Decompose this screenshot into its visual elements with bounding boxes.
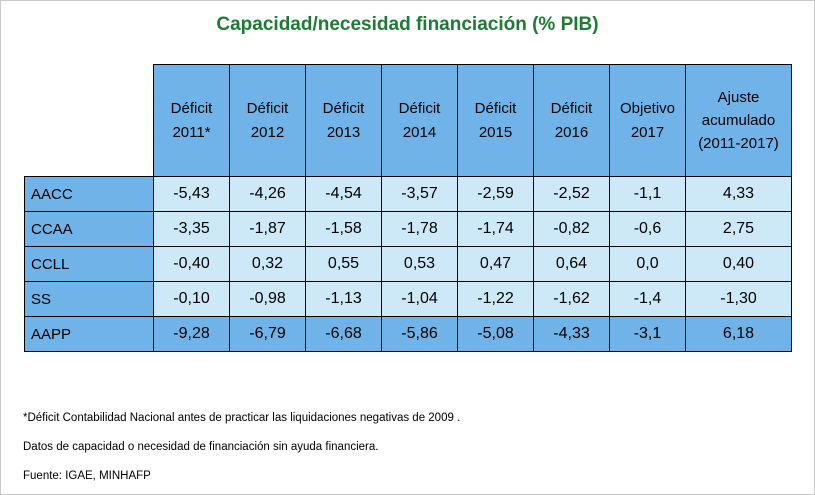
value-cell: -3,35 [153, 211, 230, 247]
value-cell: -1,78 [381, 211, 458, 247]
value-cell: -1,04 [381, 281, 458, 317]
header-cell-deficit-2015: Déficit 2015 [457, 64, 534, 177]
value-cell: -2,59 [457, 176, 534, 212]
value-cell: 6,18 [685, 316, 792, 352]
row-label: SS [24, 281, 154, 317]
value-cell: -1,58 [305, 211, 382, 247]
value-cell: -1,74 [457, 211, 534, 247]
header-cell-deficit-2011: Déficit 2011* [153, 64, 230, 177]
row-label: CCAA [24, 211, 154, 247]
value-cell: -4,54 [305, 176, 382, 212]
value-cell: -3,1 [609, 316, 686, 352]
value-cell: -4,33 [533, 316, 610, 352]
value-cell: 0,0 [609, 246, 686, 282]
footnote-source: Fuente: IGAE, MINHAFP [23, 470, 151, 482]
financing-table: Déficit 2011* Déficit 2012 Déficit 2013 … [24, 64, 792, 352]
value-cell: -5,08 [457, 316, 534, 352]
footnote-data-scope: Datos de capacidad o necesidad de financ… [23, 441, 379, 453]
table-row-ss: SS -0,10 -0,98 -1,13 -1,04 -1,22 -1,62 -… [24, 281, 792, 317]
row-label: AAPP [24, 316, 154, 352]
value-cell: -1,1 [609, 176, 686, 212]
value-cell: -5,43 [153, 176, 230, 212]
value-cell: -2,52 [533, 176, 610, 212]
value-cell: -1,30 [685, 281, 792, 317]
table-row-aapp-total: AAPP -9,28 -6,79 -6,68 -5,86 -5,08 -4,33… [24, 316, 792, 352]
header-cell-objetivo-2017: Objetivo 2017 [609, 64, 686, 177]
value-cell: -0,40 [153, 246, 230, 282]
value-cell: 0,47 [457, 246, 534, 282]
value-cell: -1,4 [609, 281, 686, 317]
footnote-deficit-definition: *Déficit Contabilidad Nacional antes de … [23, 412, 461, 424]
header-cell-deficit-2016: Déficit 2016 [533, 64, 610, 177]
row-label: AACC [24, 176, 154, 212]
value-cell: 0,64 [533, 246, 610, 282]
row-label: CCLL [24, 246, 154, 282]
value-cell: -5,86 [381, 316, 458, 352]
table-row-aacc: AACC -5,43 -4,26 -4,54 -3,57 -2,59 -2,52… [24, 176, 792, 212]
value-cell: 0,55 [305, 246, 382, 282]
value-cell: -6,79 [229, 316, 306, 352]
header-cell-deficit-2012: Déficit 2012 [229, 64, 306, 177]
value-cell: -3,57 [381, 176, 458, 212]
footnotes: *Déficit Contabilidad Nacional antes de … [23, 412, 814, 482]
value-cell: -4,26 [229, 176, 306, 212]
value-cell: -0,6 [609, 211, 686, 247]
header-row: Déficit 2011* Déficit 2012 Déficit 2013 … [25, 64, 792, 177]
value-cell: -0,10 [153, 281, 230, 317]
value-cell: 0,53 [381, 246, 458, 282]
header-cell-deficit-2014: Déficit 2014 [381, 64, 458, 177]
header-cell-deficit-2013: Déficit 2013 [305, 64, 382, 177]
value-cell: -1,87 [229, 211, 306, 247]
value-cell: -1,13 [305, 281, 382, 317]
value-cell: 0,32 [229, 246, 306, 282]
value-cell: 0,40 [685, 246, 792, 282]
value-cell: -0,82 [533, 211, 610, 247]
value-cell: -0,98 [229, 281, 306, 317]
value-cell: -1,22 [457, 281, 534, 317]
value-cell: -1,62 [533, 281, 610, 317]
value-cell: -9,28 [153, 316, 230, 352]
table-row-ccaa: CCAA -3,35 -1,87 -1,58 -1,78 -1,74 -0,82… [24, 211, 792, 247]
corner-cell [25, 65, 154, 177]
header-cell-ajuste-acumulado: Ajuste acumulado (2011-2017) [685, 64, 792, 177]
value-cell: -6,68 [305, 316, 382, 352]
value-cell: 4,33 [685, 176, 792, 212]
table-row-ccll: CCLL -0,40 0,32 0,55 0,53 0,47 0,64 0,0 … [24, 246, 792, 282]
page-title: Capacidad/necesidad financiación (% PIB) [216, 14, 599, 35]
value-cell: 2,75 [685, 211, 792, 247]
